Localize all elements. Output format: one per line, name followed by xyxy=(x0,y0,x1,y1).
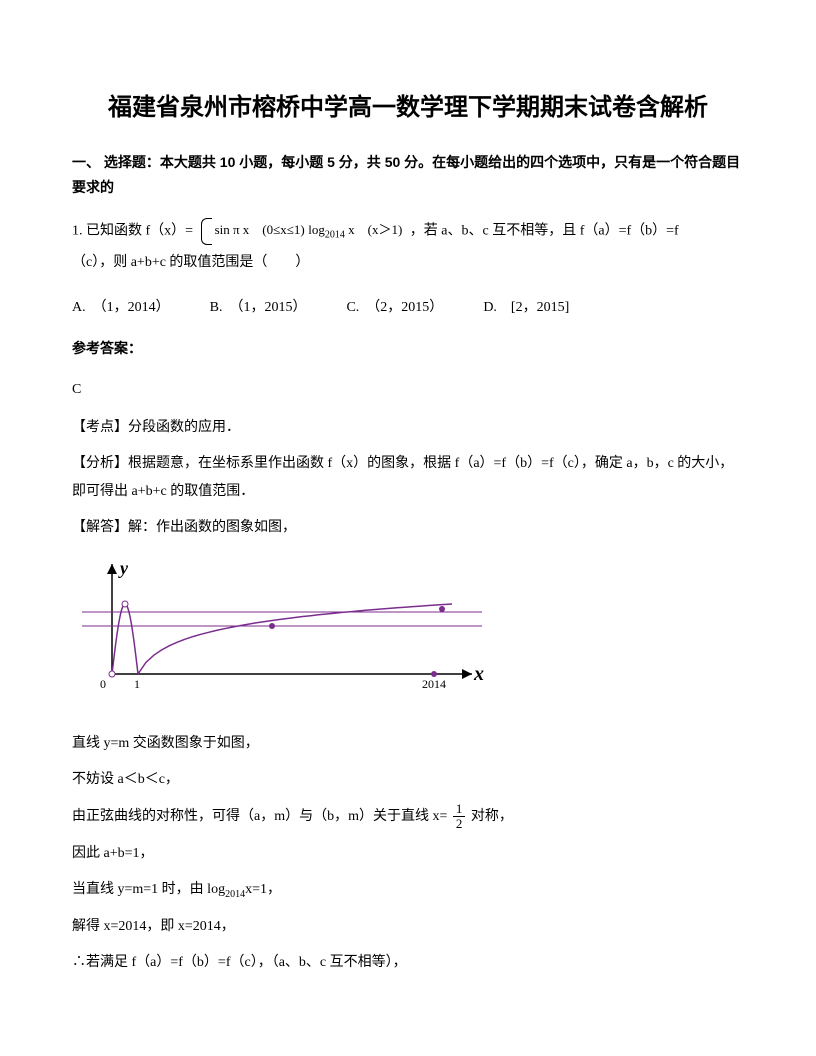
option-b: B. （1，2015） xyxy=(210,295,307,320)
svg-text:2014: 2014 xyxy=(422,677,446,691)
piecewise-function: sin π x (0≤x≤1) log2014 x (x＞1) xyxy=(201,216,403,247)
option-a: A. （1，2014） xyxy=(72,295,170,320)
answer-label: 参考答案： xyxy=(72,336,744,361)
svg-text:0: 0 xyxy=(100,677,106,691)
p7: ∴若满足 f（a）=f（b）=f（c），（a、b、c 互不相等）， xyxy=(72,949,744,977)
options-row: A. （1，2014） B. （1，2015） C. （2，2015） D. [… xyxy=(72,295,744,320)
p5: 当直线 y=m=1 时，由 log2014x=1， xyxy=(72,876,744,905)
svg-text:1: 1 xyxy=(134,677,140,691)
p4: 因此 a+b=1， xyxy=(72,840,744,868)
piece-2: log2014 x (x＞1) xyxy=(308,222,402,237)
fraction-half: 1 2 xyxy=(453,802,466,832)
answer-value: C xyxy=(72,377,744,402)
p3b: 对称， xyxy=(471,809,513,824)
page-title: 福建省泉州市榕桥中学高一数学理下学期期末试卷含解析 xyxy=(72,90,744,126)
jieda-intro: 【解答】解：作出函数的图象如图， xyxy=(72,514,744,542)
p5-sub: 2014 xyxy=(225,889,245,900)
option-c: C. （2，2015） xyxy=(346,295,443,320)
svg-text:x: x xyxy=(473,663,484,685)
piece2-tail: x (x＞1) xyxy=(345,222,402,237)
question-1: 1. 已知函数 f（x）= sin π x (0≤x≤1) log2014 x … xyxy=(72,216,744,278)
q1-prefix: 1. 已知函数 f（x）= xyxy=(72,224,193,239)
function-graph: y x 0 1 2014 xyxy=(72,554,744,714)
p5a: 当直线 y=m=1 时，由 log xyxy=(72,882,225,897)
p1: 直线 y=m 交函数图象于如图， xyxy=(72,730,744,758)
frac-den: 2 xyxy=(453,817,466,831)
fenxi: 【分析】根据题意，在坐标系里作出函数 f（x）的图象，根据 f（a）=f（b）=… xyxy=(72,450,744,506)
p3: 由正弦曲线的对称性，可得（a，m）与（b，m）关于直线 x= 1 2 对称， xyxy=(72,802,744,832)
piece2-log: log xyxy=(308,222,325,237)
q1-suffix2: （c），则 a+b+c 的取值范围是（ ） xyxy=(72,255,309,270)
p6: 解得 x=2014，即 x=2014， xyxy=(72,913,744,941)
option-d: D. [2，2015] xyxy=(483,295,569,320)
section-header: 一、 选择题：本大题共 10 小题，每小题 5 分，共 50 分。在每小题给出的… xyxy=(72,150,744,200)
graph-svg: y x 0 1 2014 xyxy=(72,554,492,714)
p5b: x=1， xyxy=(245,882,281,897)
q1-suffix1: ，若 a、b、c 互不相等，且 f（a）=f（b）=f xyxy=(410,224,679,239)
piece2-sub: 2014 xyxy=(325,230,345,241)
p2: 不妨设 a＜b＜c， xyxy=(72,766,744,794)
p3a: 由正弦曲线的对称性，可得（a，m）与（b，m）关于直线 x= xyxy=(72,809,447,824)
frac-num: 1 xyxy=(453,802,466,817)
piece-1: sin π x (0≤x≤1) xyxy=(215,222,305,237)
svg-text:y: y xyxy=(118,558,129,578)
kaodian: 【考点】分段函数的应用． xyxy=(72,414,744,442)
